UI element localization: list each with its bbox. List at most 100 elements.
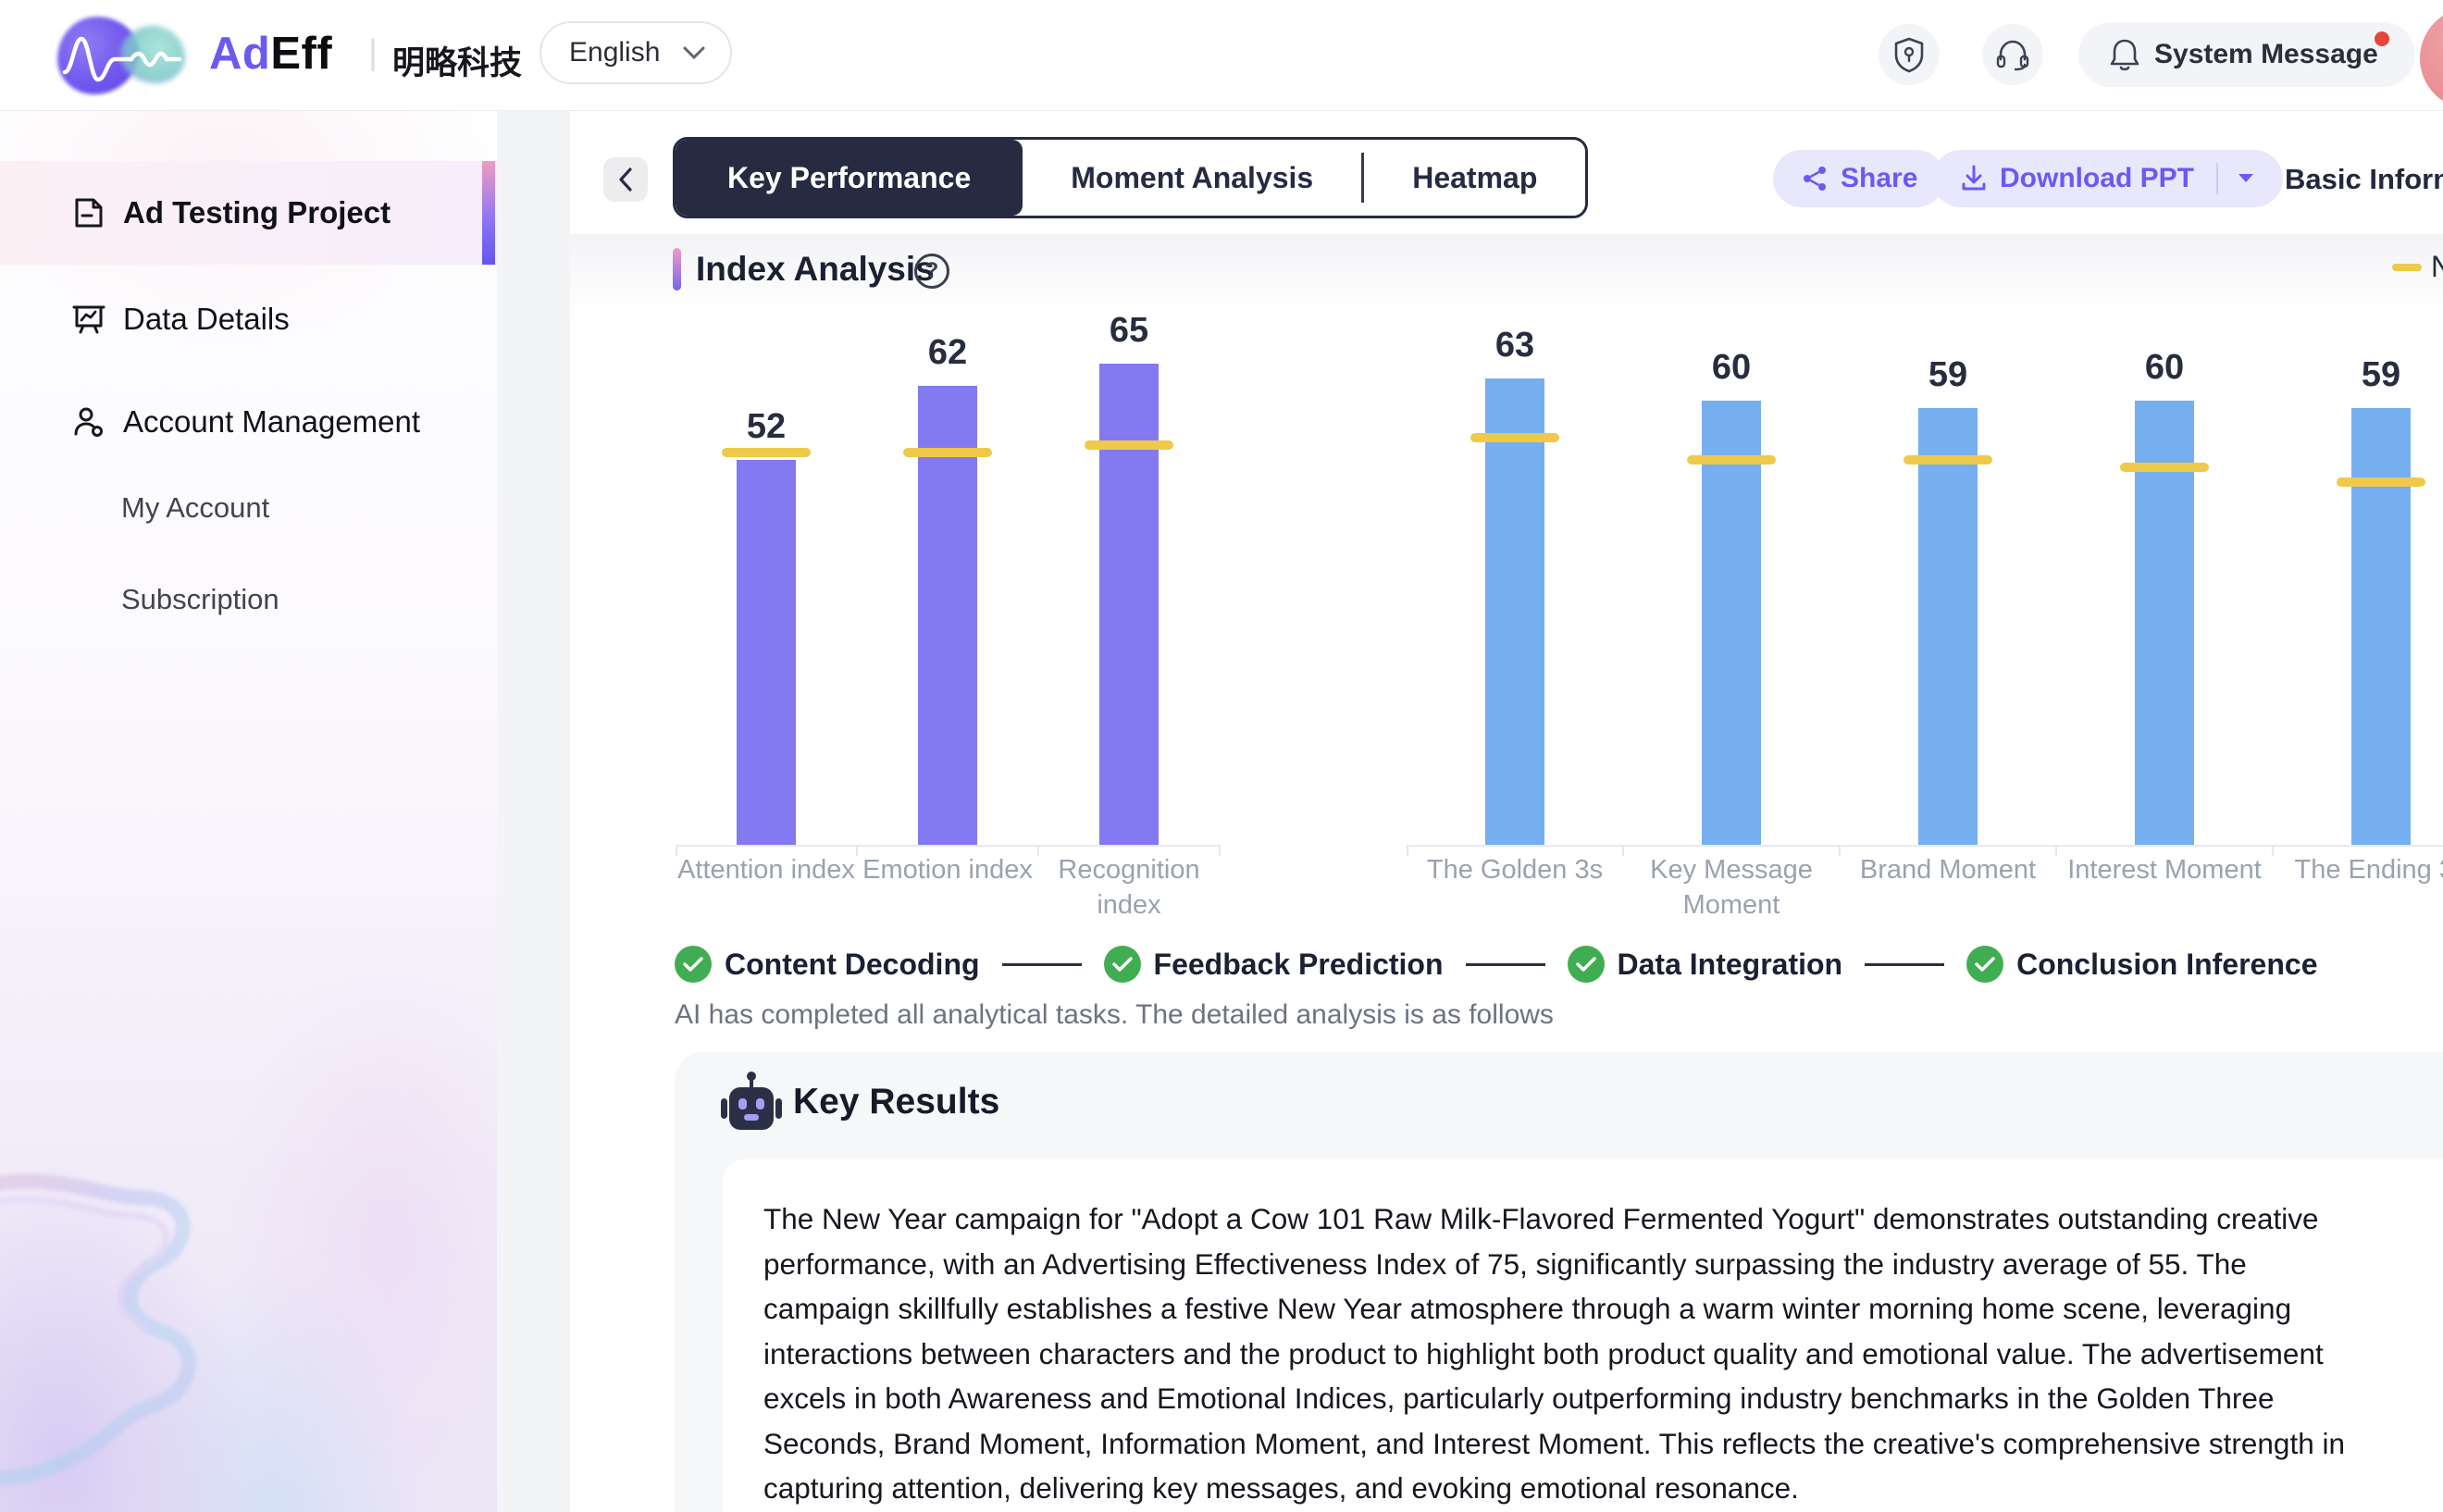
x-axis-label: Recognition index	[1058, 855, 1200, 920]
section-title: Index Analysis	[696, 250, 935, 288]
step-label: Conclusion Inference	[2016, 947, 2318, 981]
norm-marker	[2120, 463, 2209, 472]
sidebar: Ad Testing Project Data Details Account Ma…	[0, 111, 497, 1512]
system-message-label: System Message	[2154, 31, 2389, 70]
norm-legend-label: Norm	[2431, 250, 2443, 283]
document-icon	[68, 193, 109, 232]
company-name: 明略科技	[392, 45, 523, 81]
chart-cell: 59	[1840, 305, 2057, 856]
bar-value-label: 62	[927, 333, 968, 372]
key-results-title: Key Results	[793, 1082, 1000, 1122]
bar-recognition-index[interactable]	[1099, 364, 1159, 845]
system-message-button[interactable]: System Message	[2078, 22, 2415, 87]
button-divider	[2216, 163, 2218, 194]
x-axis-label: The Ending 3s	[2294, 855, 2443, 885]
index-group: 52 62 65	[676, 305, 1221, 856]
active-accent-bar	[482, 161, 495, 265]
bar-value-label: 60	[2144, 348, 2185, 387]
caret-down-icon[interactable]	[2237, 172, 2255, 185]
download-ppt-label: Download PPT	[2000, 163, 2194, 193]
robot-icon	[721, 1072, 782, 1134]
tab-key-performance[interactable]: Key Performance	[676, 140, 1023, 216]
index-group-labels: Attention index Emotion index Recognition …	[676, 852, 1220, 923]
language-value: English	[569, 37, 661, 68]
key-results-card: Key Results The New Year campaign for "A…	[675, 1052, 2443, 1512]
check-circle-icon	[1966, 946, 2004, 983]
norm-marker	[722, 448, 811, 457]
chart-cell: 62	[857, 305, 1039, 856]
x-axis-label: Brand Moment	[1859, 855, 2037, 885]
sidebar-item-label: Data Details	[123, 302, 290, 336]
chart-cell: 59	[2273, 305, 2443, 845]
download-ppt-button[interactable]: Download PPT	[1932, 150, 2283, 207]
bar-emotion-index[interactable]	[918, 386, 977, 845]
check-circle-icon	[1567, 946, 1605, 983]
sidebar-subitem-my-account[interactable]: My Account	[121, 491, 270, 524]
sidebar-item-label: Ad Testing Project	[123, 195, 391, 229]
step-label: Feedback Prediction	[1153, 947, 1444, 981]
download-icon	[1962, 165, 1986, 191]
share-icon	[1804, 167, 1826, 191]
bar-value-label: 59	[2361, 355, 2401, 394]
share-button[interactable]: Share	[1773, 150, 1946, 207]
help-icon[interactable]: ?	[914, 254, 949, 289]
chart-cell: 60	[2056, 305, 2274, 856]
moment-group-labels: The Golden 3s Key Message Moment Brand Mom…	[1407, 852, 2443, 923]
sidebar-decoration	[0, 1173, 197, 1486]
step-connector	[1001, 962, 1082, 966]
support-button[interactable]	[1982, 24, 2043, 85]
x-axis-label: Interest Moment	[2067, 855, 2262, 885]
bar-the-golden-3s[interactable]	[1485, 378, 1544, 845]
step-feedback-prediction: Feedback Prediction	[1103, 946, 1444, 983]
bar-attention-index[interactable]	[737, 460, 796, 845]
norm-marker	[1085, 440, 1173, 450]
sidebar-item-account-management[interactable]: Account Management	[0, 370, 497, 474]
security-button[interactable]	[1879, 24, 1940, 85]
bar-value-label: 65	[1109, 311, 1149, 350]
notification-dot	[2374, 31, 2389, 46]
sidebar-item-label: Account Management	[123, 404, 421, 439]
norm-marker	[1687, 455, 1776, 465]
person-icon	[68, 403, 109, 441]
bar-value-label: 63	[1494, 326, 1535, 365]
step-content-decoding: Content Decoding	[675, 946, 980, 983]
norm-marker	[2337, 477, 2425, 487]
section-accent-bar	[673, 248, 681, 291]
chevron-left-icon	[619, 167, 632, 192]
tab-moment-analysis[interactable]: Moment Analysis	[1071, 160, 1314, 194]
brand-name: AdEff	[209, 28, 332, 80]
sidebar-subitem-subscription[interactable]: Subscription	[121, 583, 279, 615]
check-circle-icon	[675, 946, 712, 983]
bar-the-ending-3s[interactable]	[2351, 408, 2411, 845]
headphones-icon	[1996, 40, 2029, 71]
brand-part2: Eff	[270, 29, 333, 79]
x-axis-label: Attention index	[677, 855, 855, 885]
step-conclusion-inference: Conclusion Inference	[1966, 946, 2317, 983]
sidebar-item-data-details[interactable]: Data Details	[0, 267, 497, 371]
check-circle-icon	[1103, 946, 1141, 983]
shield-icon	[1894, 37, 1924, 73]
bar-key-message-moment[interactable]	[1702, 401, 1761, 845]
steps-subtitle: AI has completed all analytical tasks. T…	[675, 999, 1554, 1030]
bar-brand-moment[interactable]	[1918, 408, 1978, 845]
top-header: AdEff | 明略科技 English	[0, 0, 2443, 111]
bell-icon	[2110, 39, 2139, 71]
norm-marker	[903, 448, 992, 457]
step-data-integration: Data Integration	[1567, 946, 1843, 983]
sidebar-item-ad-testing-project[interactable]: Ad Testing Project	[0, 161, 497, 265]
language-selector[interactable]: English	[539, 21, 732, 84]
back-button[interactable]	[603, 157, 648, 202]
bar-value-label: 59	[1928, 355, 1968, 394]
bar-interest-moment[interactable]	[2135, 401, 2194, 845]
content-top-band	[570, 234, 2443, 316]
brand-divider: |	[368, 33, 378, 72]
norm-legend-dash	[2392, 263, 2422, 271]
step-label: Data Integration	[1617, 947, 1843, 981]
step-connector	[1465, 962, 1545, 966]
user-avatar[interactable]	[2420, 7, 2443, 109]
chart-cell: 65	[1038, 305, 1221, 856]
tab-heatmap[interactable]: Heatmap	[1412, 160, 1538, 194]
chart-legend: Norm	[2392, 250, 2443, 284]
basic-information-link[interactable]: Basic Information	[2285, 163, 2443, 195]
bar-value-label: 60	[1711, 348, 1752, 387]
